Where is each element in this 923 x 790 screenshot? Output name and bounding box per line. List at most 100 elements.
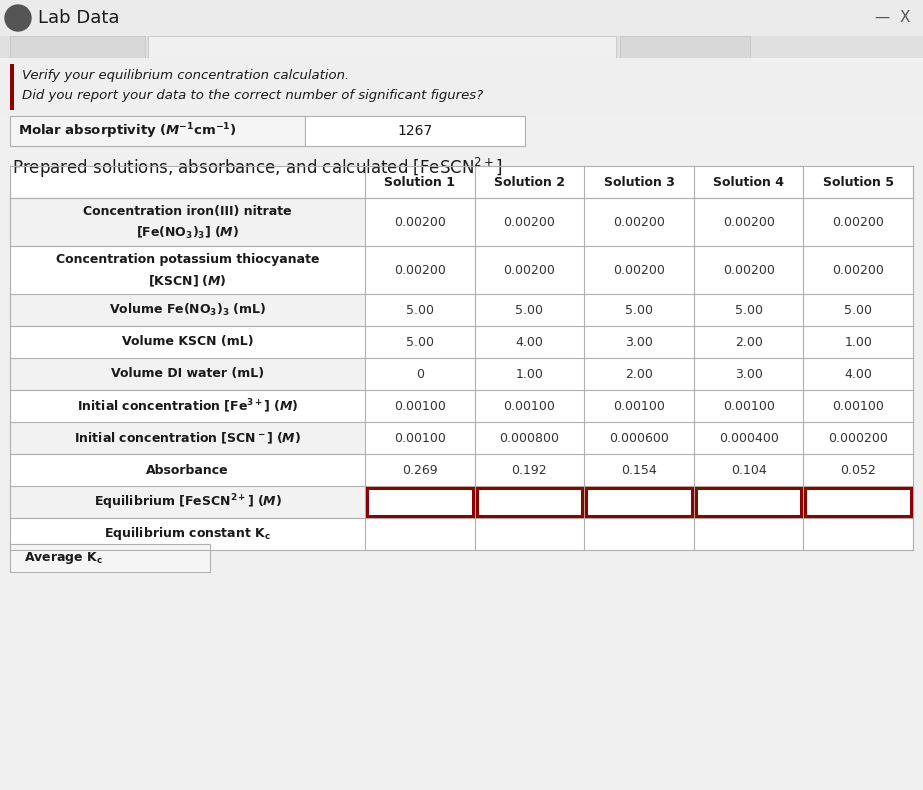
Bar [584,422,694,454]
Text: 5.00: 5.00 [515,303,544,317]
Bar [803,358,913,390]
Text: 4.00: 4.00 [515,336,544,348]
Text: 5.00: 5.00 [406,336,434,348]
Bar [10,294,365,326]
Text: $\bf{Equilibrium\ constant\ K_c}$: $\bf{Equilibrium\ constant\ K_c}$ [104,525,270,543]
Bar [10,544,210,572]
Text: 5.00: 5.00 [845,303,872,317]
Bar [10,198,365,246]
Text: Prepared solutions, absorbance, and calculated $\mathregular{[FeSCN^{2+}]}$: Prepared solutions, absorbance, and calc… [12,156,503,180]
Text: $\bf{[KSCN]\ (}$$\bfit{M}$$\bf{)}$: $\bf{[KSCN]\ (}$$\bfit{M}$$\bf{)}$ [149,273,227,288]
Bar [584,198,694,246]
Text: 0.00200: 0.00200 [723,216,774,228]
Text: 0.104: 0.104 [731,464,766,476]
Text: 1267: 1267 [398,124,433,138]
Bar [474,198,584,246]
Bar [10,246,365,294]
Bar [10,390,365,422]
Bar [694,518,803,550]
Text: 0.00100: 0.00100 [723,400,774,412]
Bar [365,454,474,486]
Bar [694,198,803,246]
Bar [694,390,803,422]
Text: $\bf{Volume\ Fe(NO_3)_3\ (mL)}$: $\bf{Volume\ Fe(NO_3)_3\ (mL)}$ [109,302,266,318]
Bar [0,58,923,116]
Text: 0.269: 0.269 [402,464,438,476]
Text: 0.00200: 0.00200 [833,216,884,228]
Bar [367,488,473,516]
Bar [694,486,803,518]
Text: 0.000800: 0.000800 [499,431,559,445]
Bar [694,246,803,294]
Bar [584,486,694,518]
Bar [584,358,694,390]
Bar [365,390,474,422]
Bar [365,486,474,518]
Text: $\bf{Equilibrium\ [FeSCN^{2+}]\ (}$$\bfit{M}$$\bf{)}$: $\bf{Equilibrium\ [FeSCN^{2+}]\ (}$$\bfi… [93,492,282,512]
Text: 0.00200: 0.00200 [394,216,446,228]
Bar [694,358,803,390]
Bar [584,390,694,422]
Bar [474,454,584,486]
Bar [694,294,803,326]
Bar [694,422,803,454]
Bar [365,294,474,326]
Bar [10,358,365,390]
Text: $\bf{Initial\ concentration\ [Fe^{3+}]\ (}$$\bfit{M}$$\bf{)}$: $\bf{Initial\ concentration\ [Fe^{3+}]\ … [77,397,298,415]
Text: 5.00: 5.00 [735,303,762,317]
Text: 0.00200: 0.00200 [503,216,556,228]
Bar [474,358,584,390]
Bar [584,326,694,358]
Text: $\bf{[Fe(NO_3)_3]\ (}$$\bfit{M}$$\bf{)}$: $\bf{[Fe(NO_3)_3]\ (}$$\bfit{M}$$\bf{)}$ [136,225,239,241]
Bar [803,454,913,486]
Bar [696,488,801,516]
Text: 1.00: 1.00 [515,367,544,381]
Text: 2.00: 2.00 [625,367,653,381]
Text: 0.000600: 0.000600 [609,431,669,445]
Bar [10,518,365,550]
Text: 3.00: 3.00 [625,336,653,348]
Text: 0.00100: 0.00100 [833,400,884,412]
Text: 0.00100: 0.00100 [503,400,556,412]
Text: Solution 1: Solution 1 [384,175,455,189]
Text: 2.00: 2.00 [735,336,762,348]
Bar [620,36,750,58]
Bar [584,294,694,326]
Text: 0.00200: 0.00200 [613,216,665,228]
Bar [803,518,913,550]
Bar [10,326,365,358]
Bar [694,326,803,358]
Bar [474,246,584,294]
Bar [10,422,365,454]
Bar [803,390,913,422]
Text: 5.00: 5.00 [406,303,434,317]
Text: Solution 3: Solution 3 [604,175,675,189]
Bar [803,294,913,326]
Bar [474,390,584,422]
Text: 0: 0 [415,367,424,381]
Bar [803,486,913,518]
Text: 0.00100: 0.00100 [613,400,665,412]
Bar [803,422,913,454]
Bar [474,294,584,326]
Text: $\bf{Average\ K_c}$: $\bf{Average\ K_c}$ [24,550,102,566]
Text: Did you report your data to the correct number of significant figures?: Did you report your data to the correct … [22,89,483,103]
Text: Volume KSCN (mL): Volume KSCN (mL) [122,336,253,348]
Bar [474,422,584,454]
Text: Concentration iron(III) nitrate: Concentration iron(III) nitrate [83,205,292,217]
Bar [476,488,582,516]
Text: $\bf{Initial\ concentration\ [SCN^-]\ (}$$\bfit{M}$$\bf{)}$: $\bf{Initial\ concentration\ [SCN^-]\ (}… [74,431,301,446]
Text: Concentration potassium thiocyanate: Concentration potassium thiocyanate [55,253,319,265]
Text: Volume DI water (mL): Volume DI water (mL) [111,367,264,381]
Bar [0,0,923,36]
Text: Solution 4: Solution 4 [713,175,785,189]
Bar [365,246,474,294]
Text: 0.00200: 0.00200 [613,264,665,276]
Bar [10,166,913,198]
Text: 0.00200: 0.00200 [503,264,556,276]
Text: 0.052: 0.052 [840,464,876,476]
Text: 5.00: 5.00 [625,303,653,317]
Text: Verify your equilibrium concentration calculation.: Verify your equilibrium concentration ca… [22,70,349,82]
Bar [365,198,474,246]
Text: 0.192: 0.192 [511,464,547,476]
